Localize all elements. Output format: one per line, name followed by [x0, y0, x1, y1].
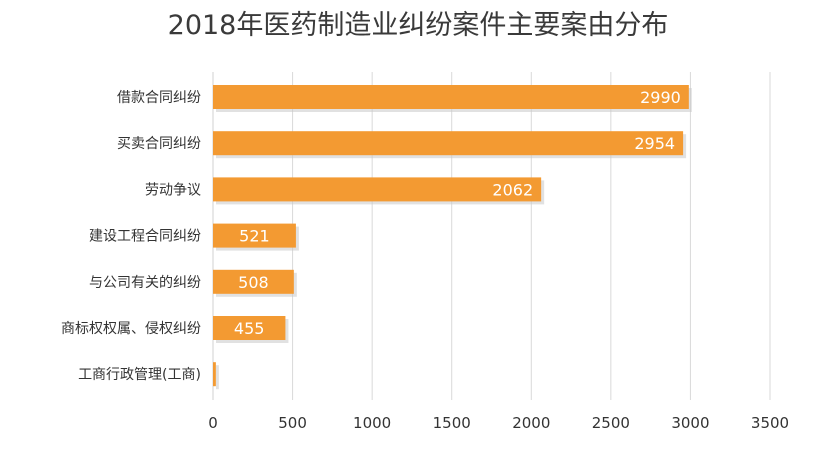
category-label: 工商行政管理(工商) [78, 367, 201, 383]
chart-title: 2018年医药制造业纠纷案件主要案由分布 [168, 10, 669, 41]
x-tick-label: 1000 [353, 414, 391, 432]
data-label: 2954 [634, 134, 675, 153]
category-label: 建设工程合同纠纷 [89, 229, 201, 245]
bar [213, 316, 286, 340]
bar [213, 223, 296, 248]
category-label: 劳动争议 [145, 182, 201, 198]
category-label: 借款合同纠纷 [117, 90, 201, 106]
category-label: 与公司有关的纠纷 [89, 275, 201, 291]
data-label: 18 [229, 365, 249, 384]
bars: 2990 2954 2062 521 508 455 18 [213, 85, 692, 390]
x-tick-label: 500 [278, 414, 307, 432]
category-labels: 借款合同纠纷买卖合同纠纷劳动争议建设工程合同纠纷与公司有关的纠纷商标权权属、侵权… [61, 90, 201, 383]
x-tick-label: 2000 [512, 414, 550, 432]
bar [213, 177, 542, 202]
gridlines [212, 72, 771, 400]
bar-shadow [216, 365, 219, 390]
category-label: 买卖合同纠纷 [117, 136, 201, 152]
x-axis-tick-labels: 0 500 1000 1500 2000 2500 3000 3500 [208, 414, 789, 432]
bar [213, 269, 294, 294]
data-label: 2062 [492, 180, 533, 199]
x-tick-label: 3000 [671, 414, 709, 432]
bar [213, 131, 684, 156]
data-label: 508 [238, 273, 269, 292]
x-tick-label: 0 [208, 414, 218, 432]
data-label: 2990 [640, 88, 681, 107]
x-tick-label: 2500 [592, 414, 630, 432]
x-tick-label: 1500 [433, 414, 471, 432]
bar [213, 362, 216, 387]
data-label: 455 [234, 319, 265, 338]
x-tick-label: 3500 [751, 414, 789, 432]
data-label: 521 [239, 227, 270, 246]
bar [213, 85, 689, 109]
category-label: 商标权权属、侵权纠纷 [61, 320, 201, 337]
